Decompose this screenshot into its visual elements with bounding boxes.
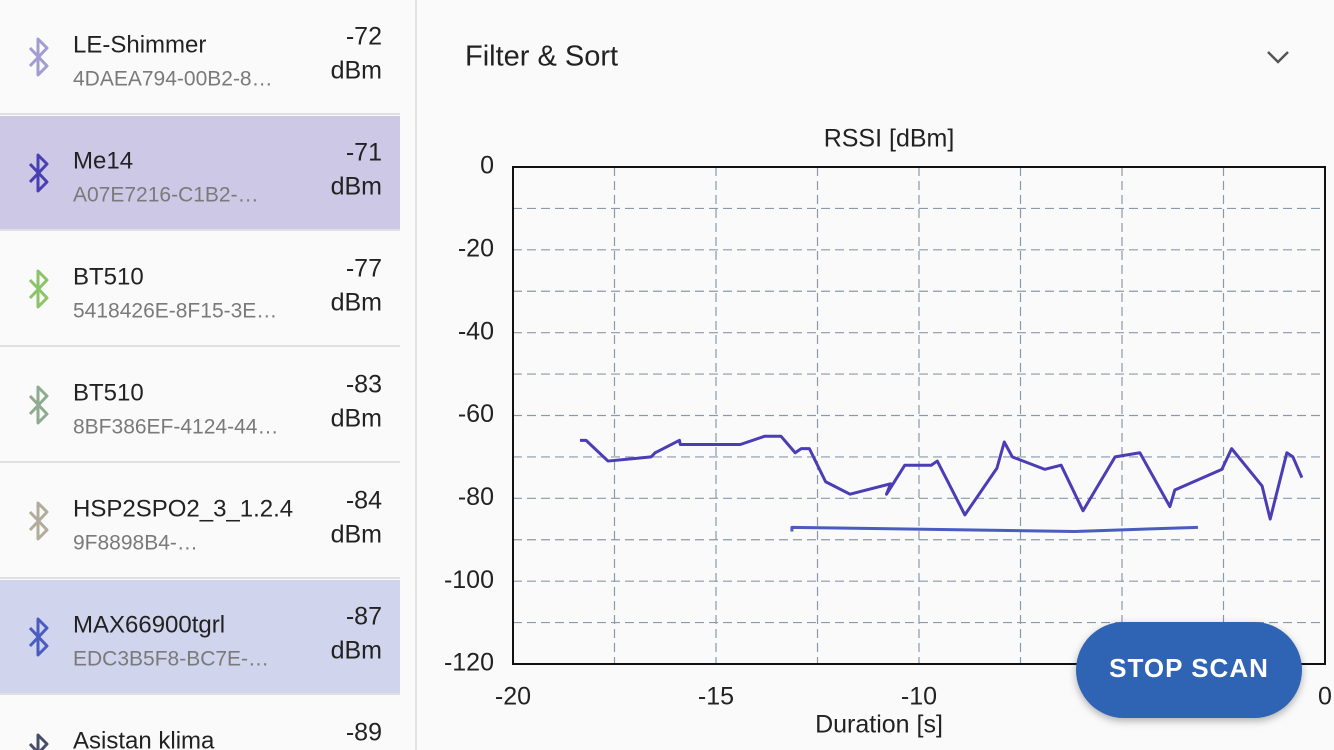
device-id: 4DAEA794-00B2-8… [73, 68, 273, 91]
y-tick-label: 0 [480, 152, 494, 180]
selected-row [0, 116, 400, 229]
bluetooth-icon [28, 617, 49, 657]
bluetooth-icon [28, 153, 49, 193]
device-rssi-unit: dBm [331, 173, 382, 201]
y-tick-label: -100 [444, 566, 494, 594]
device-name: Asistan klima [73, 727, 215, 750]
device-rssi-unit: dBm [331, 521, 382, 549]
device-rssi: -89 [346, 719, 382, 747]
device-name: LE-Shimmer [73, 31, 206, 58]
y-tick-label: -40 [458, 317, 494, 345]
stop-scan-label[interactable]: STOP SCAN [1109, 653, 1269, 683]
device-rssi: -84 [346, 487, 382, 515]
y-tick-label: -60 [458, 400, 494, 428]
bluetooth-icon [28, 733, 49, 750]
rssi-line [790, 525, 1198, 533]
device-id: 5418426E-8F15-3E… [73, 300, 277, 323]
bluetooth-icon [28, 37, 49, 77]
bluetooth-icon [28, 269, 49, 309]
rssi-line [579, 434, 1304, 521]
y-tick-label: -20 [458, 234, 494, 262]
chart-title: RSSI [dBm] [824, 125, 955, 153]
x-tick-label: 0 [1318, 683, 1332, 711]
device-rssi-unit: dBm [331, 289, 382, 317]
device-rssi: -71 [346, 139, 382, 167]
expand-chevron[interactable] [1267, 51, 1289, 64]
device-rssi: -77 [346, 255, 382, 283]
bluetooth-icon [28, 501, 49, 541]
device-id: 9F8898B4-… [73, 532, 198, 555]
device-id: EDC3B5F8-BC7E-… [73, 648, 269, 671]
selected-row [0, 580, 400, 693]
filter-title[interactable]: Filter & Sort [465, 41, 618, 73]
device-name: BT510 [73, 379, 144, 406]
x-tick-label: -20 [495, 683, 531, 711]
x-tick-label: -15 [698, 683, 734, 711]
y-tick-label: -80 [458, 483, 494, 511]
device-rssi: -83 [346, 371, 382, 399]
device-rssi: -72 [346, 23, 382, 51]
stop-scan-button[interactable] [1076, 622, 1302, 718]
device-rssi-unit: dBm [331, 405, 382, 433]
device-name: BT510 [73, 263, 144, 290]
bluetooth-icon [28, 385, 49, 425]
y-tick-label: -120 [444, 649, 494, 677]
device-rssi-unit: dBm [331, 637, 382, 665]
plot-frame [512, 166, 1326, 665]
device-rssi: -87 [346, 603, 382, 631]
x-tick-label: -10 [901, 683, 937, 711]
device-name: MAX66900tgrl [73, 611, 225, 638]
device-id: A07E7216-C1B2-… [73, 184, 259, 207]
device-rssi-unit: dBm [331, 57, 382, 85]
device-name: Me14 [73, 147, 133, 174]
device-name: HSP2SPO2_3_1.2.4 [73, 495, 293, 522]
x-axis-label: Duration [s] [815, 711, 943, 739]
device-id: 8BF386EF-4124-44… [73, 416, 278, 439]
